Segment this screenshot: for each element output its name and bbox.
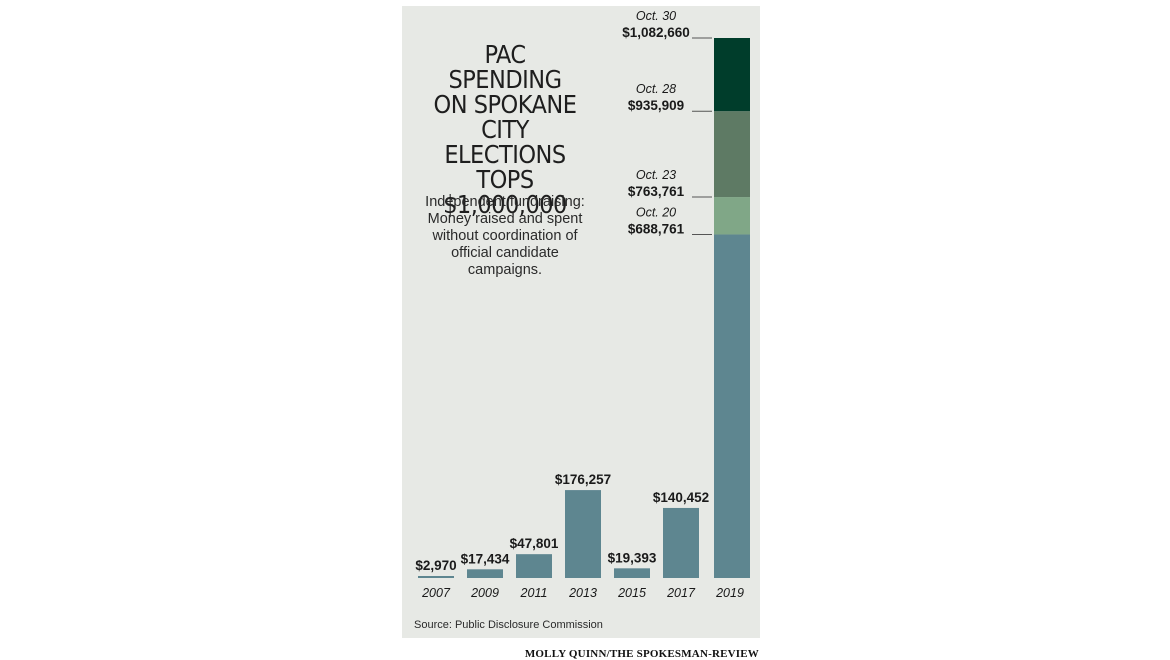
value-label-2015: $19,393	[608, 550, 657, 565]
year-label-2015: 2015	[617, 586, 646, 600]
bar-2019-segment-4	[714, 38, 750, 112]
chart-subtitle: Independent fundraising: Money raised an…	[425, 194, 585, 278]
milestone-value-3: $935,909	[628, 98, 684, 113]
value-label-2007: $2,970	[415, 558, 456, 573]
year-label-2019: 2019	[715, 586, 744, 600]
year-label-2011: 2011	[520, 586, 548, 600]
bar-2011	[516, 554, 552, 578]
value-label-2009: $17,434	[461, 551, 510, 566]
chart-title: PAC SPENDING ON SPOKANE CITY ELECTIONS T…	[433, 40, 577, 219]
source-note: Source: Public Disclosure Commission	[414, 619, 603, 631]
milestone-date-3: Oct. 28	[636, 82, 676, 96]
bar-2007	[418, 576, 454, 578]
milestone-value-4: $1,082,660	[622, 25, 690, 40]
bar-2019-segment-3	[714, 111, 750, 198]
value-label-2013: $176,257	[555, 472, 611, 487]
milestone-value-2: $763,761	[628, 184, 685, 199]
bar-2015	[614, 568, 650, 578]
value-label-2011: $47,801	[510, 536, 559, 551]
year-label-2017: 2017	[666, 586, 696, 600]
year-label-2007: 2007	[421, 586, 451, 600]
bar-2019-segment-1	[714, 234, 750, 578]
milestone-date-1: Oct. 20	[636, 205, 676, 219]
milestone-value-1: $688,761	[628, 221, 685, 236]
bar-2019-segment-2	[714, 197, 750, 235]
bar-2017	[663, 507, 699, 578]
bar-2009	[467, 569, 503, 578]
credit-line: MOLLY QUINN/THE SPOKESMAN-REVIEW	[524, 648, 759, 660]
value-label-2017: $140,452	[653, 490, 709, 505]
milestone-date-2: Oct. 23	[636, 168, 676, 182]
milestone-date-4: Oct. 30	[636, 9, 676, 23]
bar-2013	[565, 490, 601, 578]
year-label-2009: 2009	[470, 586, 499, 600]
year-label-2013: 2013	[568, 586, 597, 600]
